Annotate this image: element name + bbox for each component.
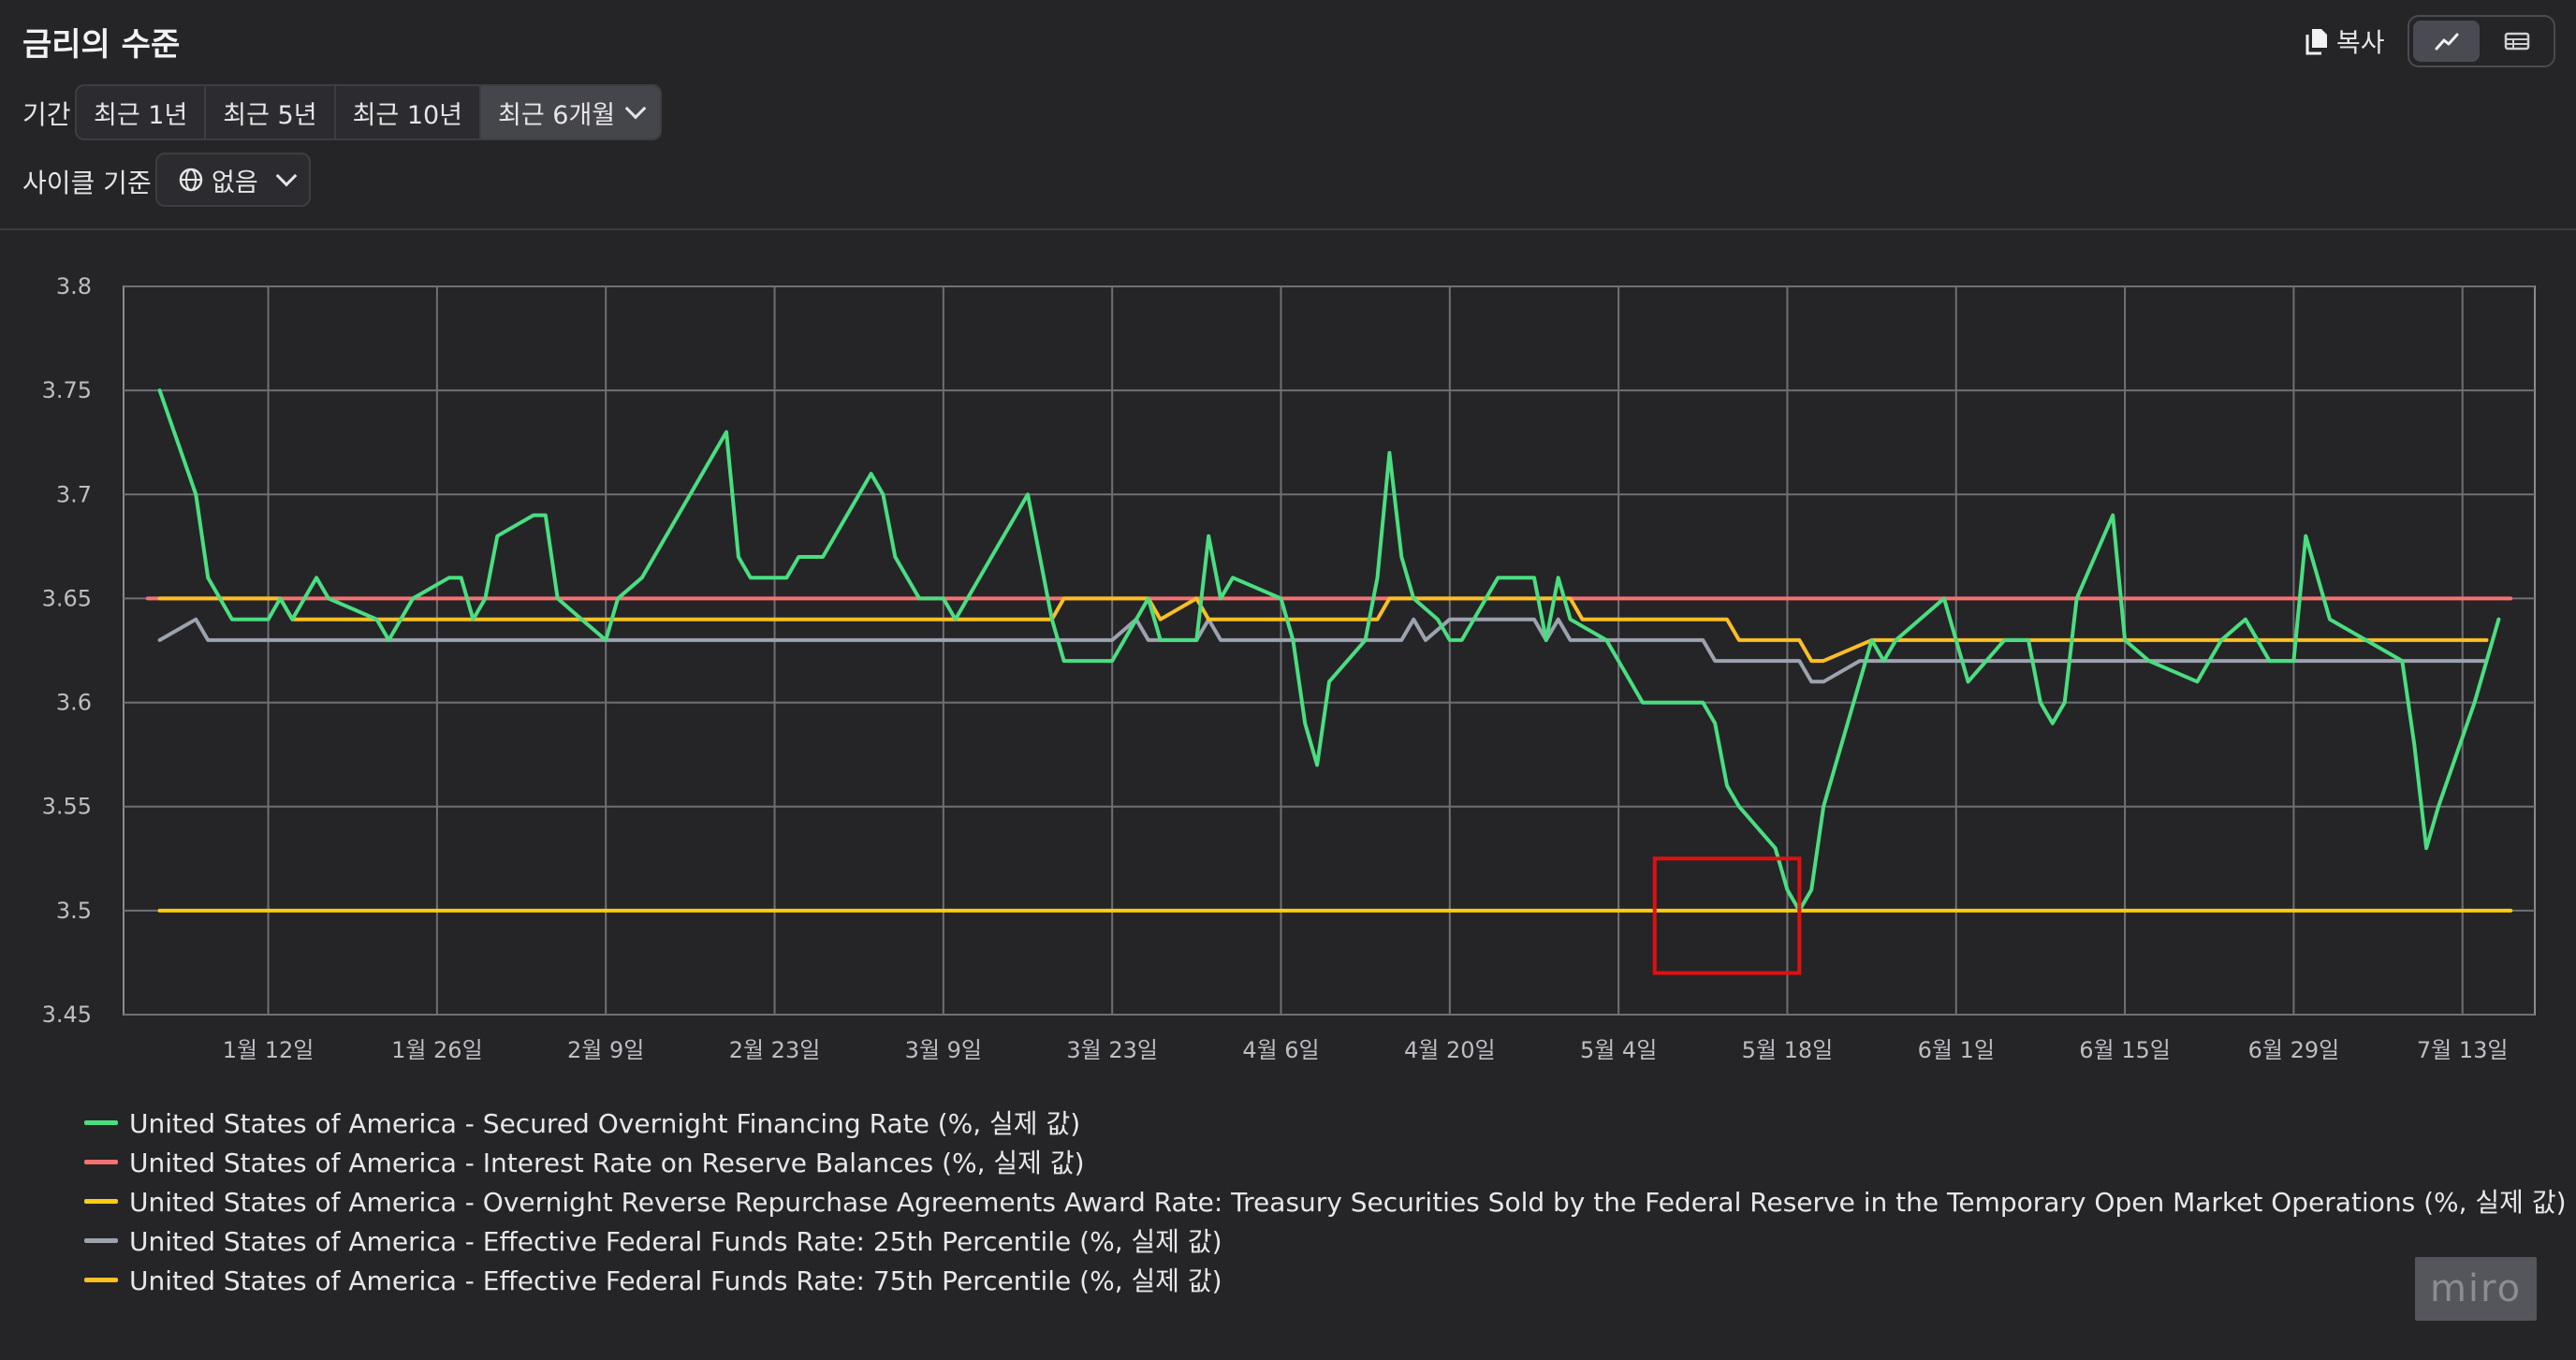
x-tick-label: 1월 12일 [223,1037,315,1063]
x-tick-label: 2월 23일 [729,1037,821,1063]
legend-label: United States of America - Effective Fed… [129,1265,1222,1296]
y-tick-label: 3.7 [56,481,92,507]
legend-item-onrrp[interactable]: United States of America - Overnight Rev… [84,1181,2567,1221]
x-tick-label: 3월 23일 [1066,1037,1158,1063]
x-tick-label: 7월 13일 [2417,1037,2509,1063]
period-label: 기간 [22,99,71,130]
legend-label: United States of America - Secured Overn… [129,1108,1081,1139]
period-selector: 최근 1년 최근 5년 최근 10년 최근 6개월 [75,84,663,140]
copy-label: 복사 [2336,27,2385,58]
y-tick-label: 3.8 [56,273,92,300]
miro-watermark: miro [2415,1257,2537,1321]
legend-swatch [84,1119,118,1125]
x-tick-label: 6월 15일 [2079,1037,2171,1063]
y-tick-label: 3.55 [42,794,92,820]
period-option-10y[interactable]: 최근 10년 [336,86,482,139]
legend-label: United States of America - Overnight Rev… [129,1187,2567,1218]
y-tick-label: 3.65 [42,585,92,611]
y-tick-label: 3.45 [42,1002,92,1028]
period-option-label: 최근 1년 [94,100,188,130]
x-tick-label: 3월 9일 [905,1037,982,1063]
legend-item-iorb[interactable]: United States of America - Interest Rate… [84,1142,2567,1181]
period-dropdown-6m[interactable]: 최근 6개월 [481,86,661,139]
y-tick-label: 3.6 [56,690,92,716]
x-tick-label: 5월 18일 [1742,1037,1834,1063]
x-tick-label: 6월 1일 [1918,1037,1995,1063]
legend-item-effr-p25[interactable]: United States of America - Effective Fed… [84,1221,2567,1260]
x-tick-label: 2월 9일 [567,1037,644,1063]
legend-swatch [84,1159,118,1164]
chart-view-button[interactable] [2413,21,2480,62]
y-tick-label: 3.5 [56,898,92,924]
effr-p75-line [157,596,2489,664]
legend-item-sofr[interactable]: United States of America - Secured Overn… [84,1103,2567,1142]
legend-swatch [84,1277,118,1282]
period-selected-label: 최근 6개월 [498,100,616,130]
globe-icon [179,168,203,192]
chevron-down-icon [624,97,647,120]
effr-p25-line [157,617,2489,684]
x-tick-label: 4월 20일 [1404,1037,1496,1063]
period-option-5y[interactable]: 최근 5년 [206,86,336,139]
period-option-label: 최근 5년 [223,100,317,130]
table-view-button[interactable] [2483,21,2550,62]
copy-button[interactable]: 복사 [2305,21,2385,62]
cycle-dropdown[interactable]: 없음 [155,153,311,207]
y-tick-label: 3.75 [42,377,92,403]
sofr-line [157,388,2501,913]
rate-line-chart: 3.8 3.75 3.7 3.65 3.6 3.55 3.5 3.45 1월 12일 1월 26일… [42,273,2536,1063]
header-divider [0,228,2576,230]
period-option-label: 최근 10년 [352,100,463,130]
x-tick-label: 4월 6일 [1242,1037,1319,1063]
x-tick-label: 1월 26일 [391,1037,483,1063]
plot-frame [123,285,2536,1016]
legend-item-effr-p75[interactable]: United States of America - Effective Fed… [84,1260,2567,1299]
view-toggle [2408,15,2555,67]
copy-icon [2305,29,2327,55]
chart-legend: United States of America - Secured Overn… [84,1103,2567,1299]
cycle-value: 없음 [212,168,258,197]
legend-label: United States of America - Interest Rate… [129,1148,1085,1178]
table-icon [2504,32,2529,51]
chevron-down-icon [275,165,298,187]
x-tick-label: 5월 4일 [1580,1037,1657,1063]
cycle-label: 사이클 기준 [22,168,152,198]
legend-swatch [84,1198,118,1204]
legend-swatch [84,1237,118,1243]
page-title: 금리의 수준 [22,26,181,64]
highlight-box [1652,856,1802,975]
line-chart-icon [2435,33,2458,51]
x-tick-label: 6월 29일 [2248,1037,2340,1063]
legend-label: United States of America - Effective Fed… [129,1226,1222,1257]
period-option-1y[interactable]: 최근 1년 [77,86,207,139]
